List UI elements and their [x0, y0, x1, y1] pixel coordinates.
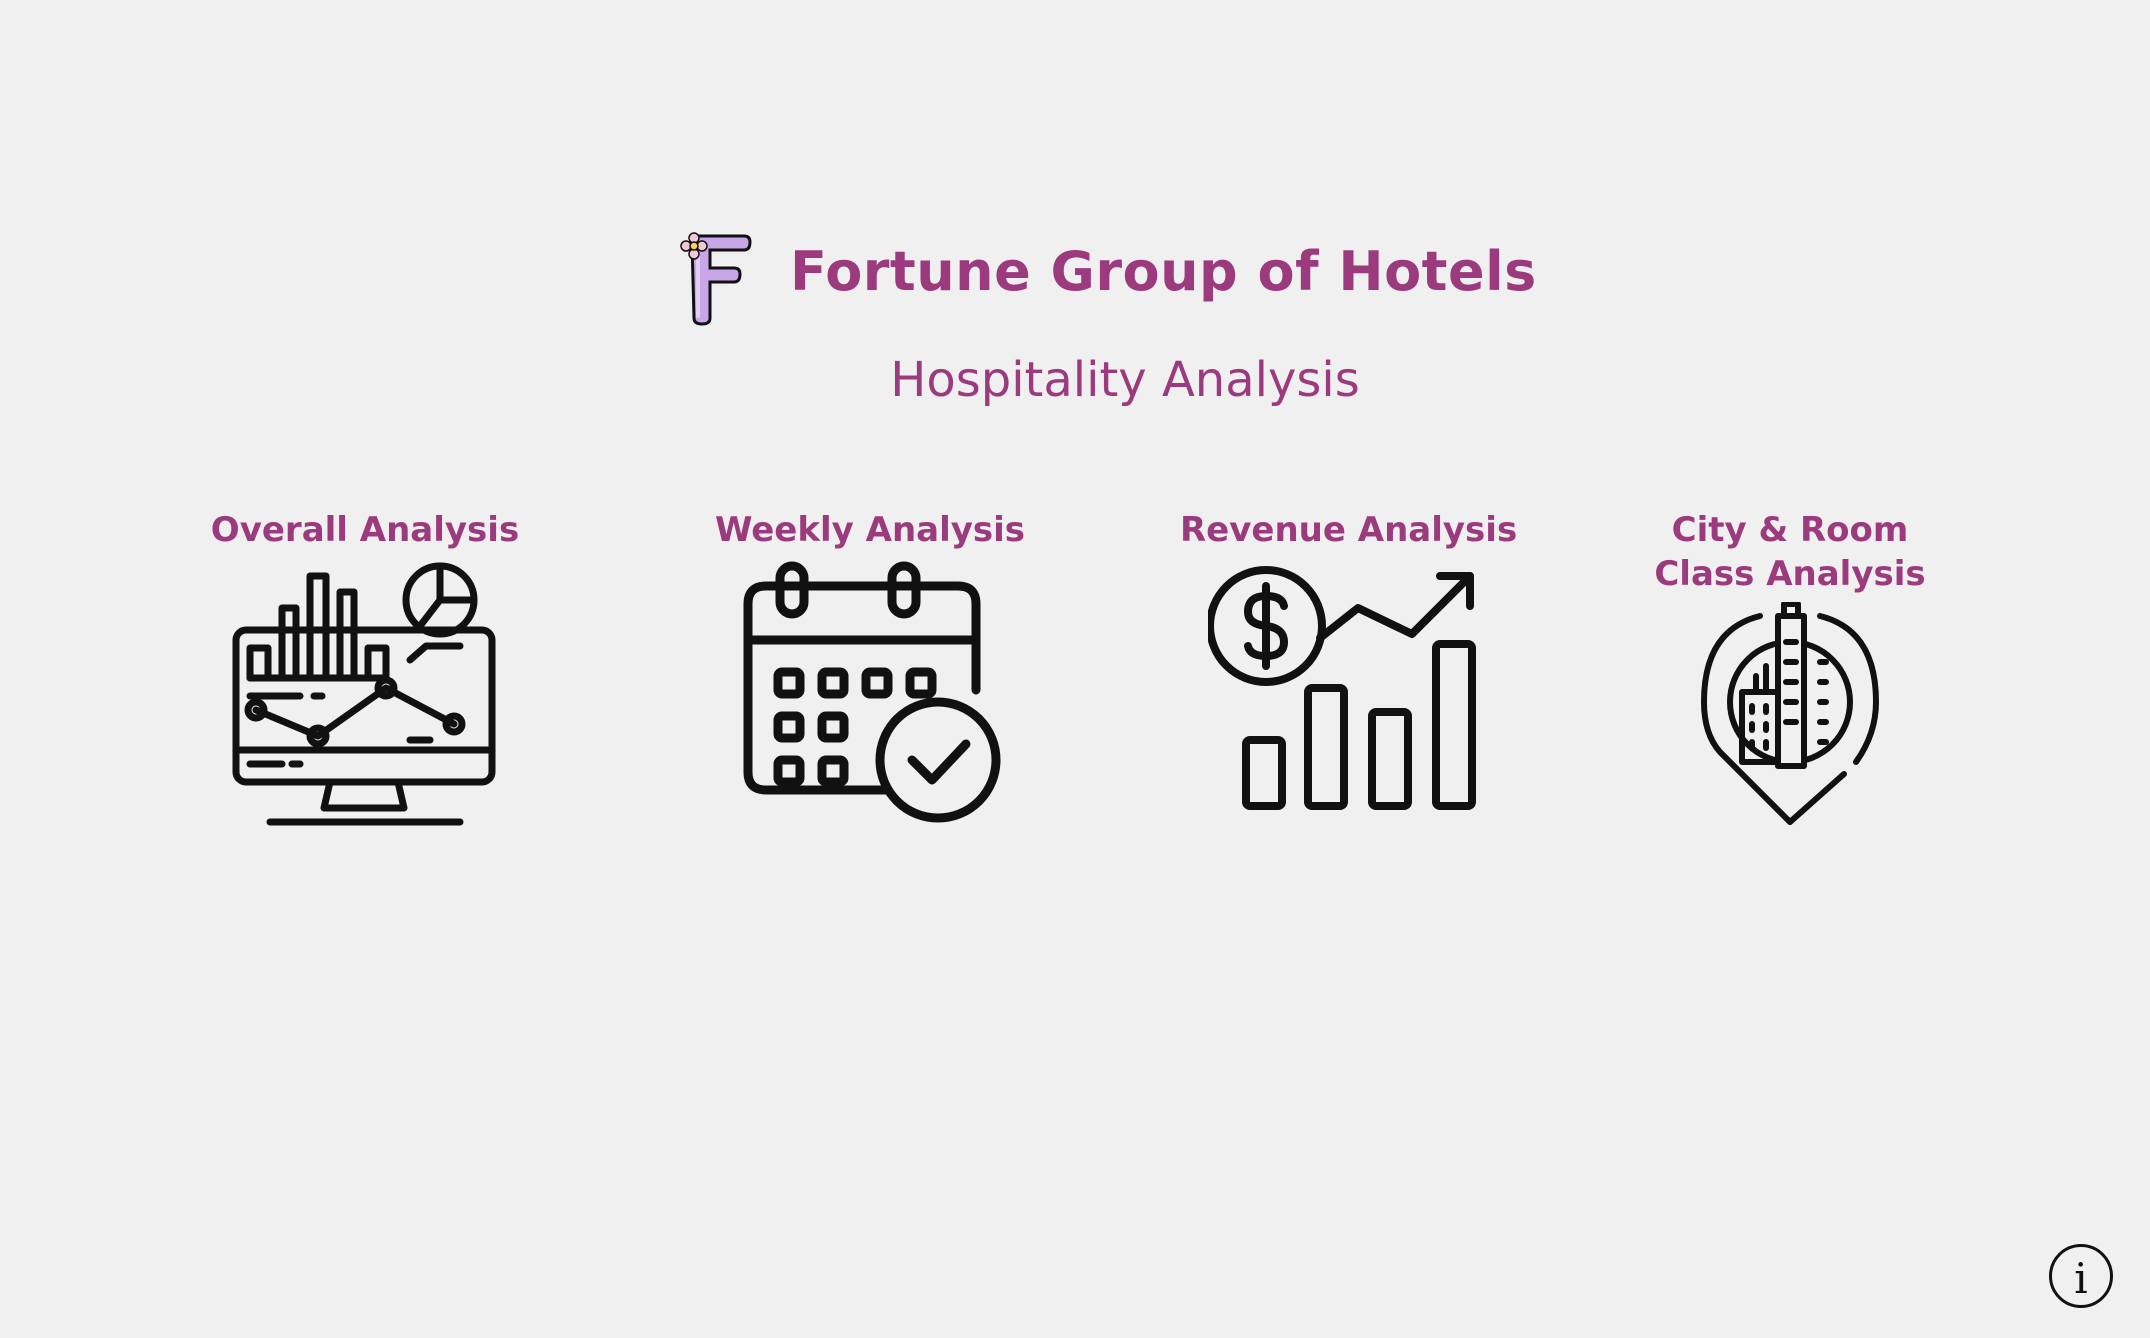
- nav-overall-analysis[interactable]: Overall Analysis: [200, 508, 530, 828]
- nav-city-room-analysis[interactable]: City & Room Class Analysis: [1630, 508, 1950, 848]
- city-location-pin-icon: [1700, 602, 1880, 828]
- monitor-dashboard-chart-icon: [230, 560, 500, 830]
- info-button[interactable]: i: [2049, 1244, 2113, 1308]
- calendar-check-icon: [740, 560, 1010, 830]
- nav-weekly-label: Weekly Analysis: [714, 510, 1026, 550]
- nav-weekly-analysis[interactable]: Weekly Analysis: [710, 508, 1030, 828]
- nav-city-room-label-line1: City & Room: [1671, 510, 1909, 550]
- brand-title: Fortune Group of Hotels: [790, 240, 1537, 303]
- nav-overall-label: Overall Analysis: [210, 510, 520, 550]
- info-icon: i: [2074, 1254, 2088, 1303]
- page-subtitle: Hospitality Analysis: [890, 352, 1360, 408]
- brand-logo-icon: [680, 228, 760, 328]
- brand-header: Fortune Group of Hotels: [680, 228, 1536, 328]
- nav-city-room-label-line2: Class Analysis: [1654, 554, 1926, 594]
- dollar-growth-bar-chart-icon: [1208, 560, 1488, 830]
- nav-revenue-label: Revenue Analysis: [1180, 510, 1518, 550]
- nav-revenue-analysis[interactable]: Revenue Analysis: [1180, 508, 1518, 830]
